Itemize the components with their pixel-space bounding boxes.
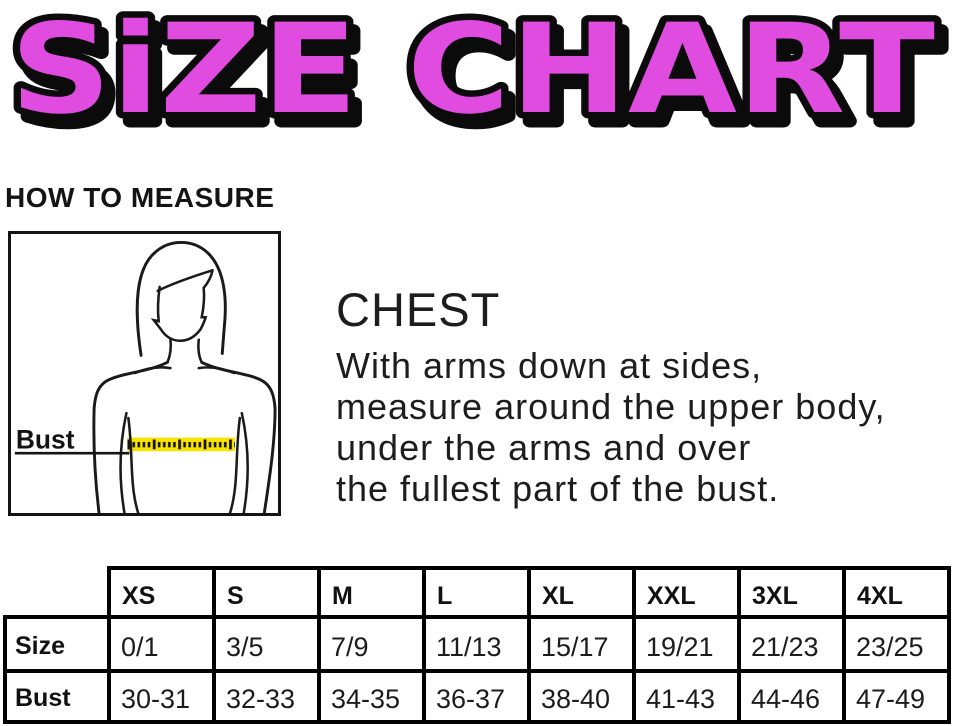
page-title: SiZE CHART SiZE CHART [4,0,949,152]
size-col-header: M [317,566,426,619]
how-to-measure-heading: HOW TO MEASURE [5,182,275,213]
bust-label: Bust [16,424,75,454]
bust-value-cell: 34-35 [317,669,426,724]
size-col-header: 3XL [737,566,846,619]
size-col-header: XS [107,566,216,619]
size-value-cell: 19/21 [632,615,741,673]
chest-instructions: CHEST With arms down at sides, measure a… [336,282,951,509]
body-illustration-icon: Bust [14,240,277,513]
size-value-cell: 11/13 [422,615,531,673]
page-title-text: SiZE CHART [10,0,935,142]
bust-value-cell: 36-37 [422,669,531,724]
size-col-header: L [422,566,531,619]
chest-instruction-line: under the arms and over [336,427,752,468]
size-value-cell: 3/5 [212,615,321,673]
size-chart-table: XS S M L XL XXL 3XL 4XL Size 0/1 3/5 7/9… [3,566,951,724]
bust-value-cell: 32-33 [212,669,321,724]
bust-value-cell: 44-46 [737,669,846,724]
size-value-cell: 0/1 [107,615,216,673]
table-row-size: Size 0/1 3/5 7/9 11/13 15/17 19/21 21/23… [3,615,951,673]
size-value-cell: 7/9 [317,615,426,673]
chest-instruction-line: With arms down at sides, [336,345,763,386]
size-col-header: XL [527,566,636,619]
table-header-row: XS S M L XL XXL 3XL 4XL [5,566,951,619]
measuring-tape-ticks [127,437,235,452]
size-value-cell: 15/17 [527,615,636,673]
bust-value-cell: 47-49 [842,669,951,724]
table-row-bust: Bust 30-31 32-33 34-35 36-37 38-40 41-43… [3,669,951,724]
bust-value-cell: 30-31 [107,669,216,724]
size-col-header: 4XL [842,566,951,619]
bust-value-cell: 38-40 [527,669,636,724]
bust-row-label: Bust [3,669,111,724]
page-title-shadow: SiZE CHART [17,7,942,151]
size-col-header: S [212,566,321,619]
size-row-label: Size [3,615,111,673]
table-ghost-cell [5,568,109,617]
size-value-cell: 21/23 [737,615,846,673]
chest-instruction-line: the fullest part of the bust. [336,468,780,509]
bust-value-cell: 41-43 [632,669,741,724]
size-col-header: XXL [632,566,741,619]
measurement-figure-box: Bust [8,231,281,516]
body-outline [92,240,277,513]
chest-heading: CHEST [336,283,501,336]
chest-instruction-line: measure around the upper body, [336,386,886,427]
size-value-cell: 23/25 [842,615,951,673]
